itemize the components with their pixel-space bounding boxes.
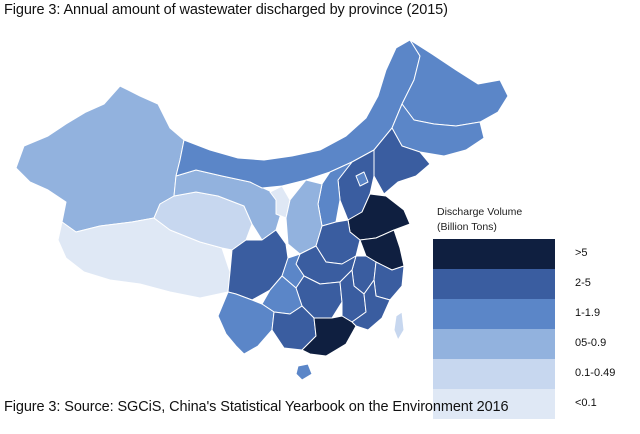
region-heilongjiang[interactable] (401, 39, 509, 127)
legend-title-line2: (Billion Tons) (437, 221, 497, 233)
legend-row-2: 2-5 (433, 269, 633, 299)
legend-label-2: 2-5 (575, 277, 591, 289)
legend-row-1: >5 (433, 239, 633, 269)
legend-label-6: <0.1 (575, 397, 597, 409)
region-guangdong[interactable] (301, 315, 357, 357)
legend-swatch-4 (433, 329, 555, 359)
legend-label-3: 1-1.9 (575, 307, 601, 319)
legend-row-4: 05-0.9 (433, 329, 633, 359)
region-jilin[interactable] (391, 103, 485, 157)
legend-label-4: 05-0.9 (575, 337, 607, 349)
region-hainan[interactable] (295, 363, 313, 381)
region-fujian[interactable] (351, 279, 391, 331)
legend-title-line1: Discharge Volume (437, 206, 523, 218)
legend-label-1: >5 (575, 247, 588, 259)
legend-swatch-6 (433, 389, 555, 419)
legend-label-5: 0.1-0.49 (575, 367, 616, 379)
region-beijing[interactable] (355, 171, 369, 187)
region-yunnan[interactable] (217, 291, 275, 355)
legend-row-3: 1-1.9 (433, 299, 633, 329)
legend-title: Discharge Volume (Billion Tons) (437, 205, 522, 235)
legend-swatch-3 (433, 299, 555, 329)
legend-row-5: 0.1-0.49 (433, 359, 633, 389)
region-taiwan[interactable] (393, 311, 405, 341)
figure-source: Figure 3: Source: SGCiS, China's Statist… (4, 399, 509, 415)
figure-title: Figure 3: Annual amount of wastewater di… (4, 2, 448, 18)
legend-row-6: <0.1 (433, 389, 633, 419)
legend-swatch-2 (433, 269, 555, 299)
legend-swatch-5 (433, 359, 555, 389)
legend-swatch-1 (433, 239, 555, 269)
